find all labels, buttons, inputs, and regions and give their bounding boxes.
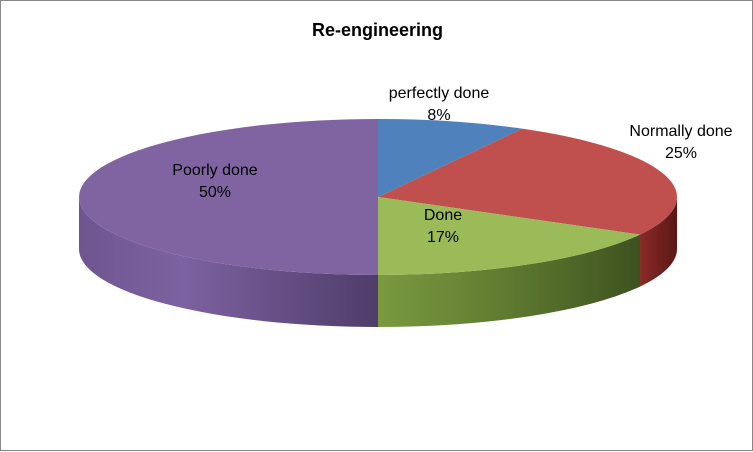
data-label-value: 25% <box>664 145 698 162</box>
data-label-category: Normally done <box>629 123 733 140</box>
data-label-poorly-done: Poorly done 50% <box>172 160 257 204</box>
chart-title: Re-engineering <box>311 20 444 40</box>
data-label-normally-done: Normally done 25% <box>629 121 732 165</box>
pie-slice-poorly-done <box>79 119 378 275</box>
pie-slice-perfectly-done <box>378 119 523 197</box>
data-label-perfectly-done: perfectly done 8% <box>389 83 490 127</box>
data-label-category: Done <box>423 207 463 224</box>
data-label-category: perfectly done <box>388 85 490 102</box>
data-label-value: 17% <box>426 229 460 246</box>
data-label-done: Done 17% <box>424 205 462 249</box>
data-label-value: 50% <box>198 184 232 201</box>
pie-slice-done <box>378 197 641 275</box>
pie-slice-normally-done <box>378 128 677 235</box>
data-label-category: Poorly done <box>172 162 258 179</box>
pie-side-done <box>378 234 641 327</box>
data-label-value: 8% <box>427 107 451 124</box>
pie-sides <box>79 197 677 327</box>
pie-side-poorly-done <box>79 197 378 327</box>
pie-side-normally-done <box>640 197 677 287</box>
pie-tops <box>79 119 677 275</box>
